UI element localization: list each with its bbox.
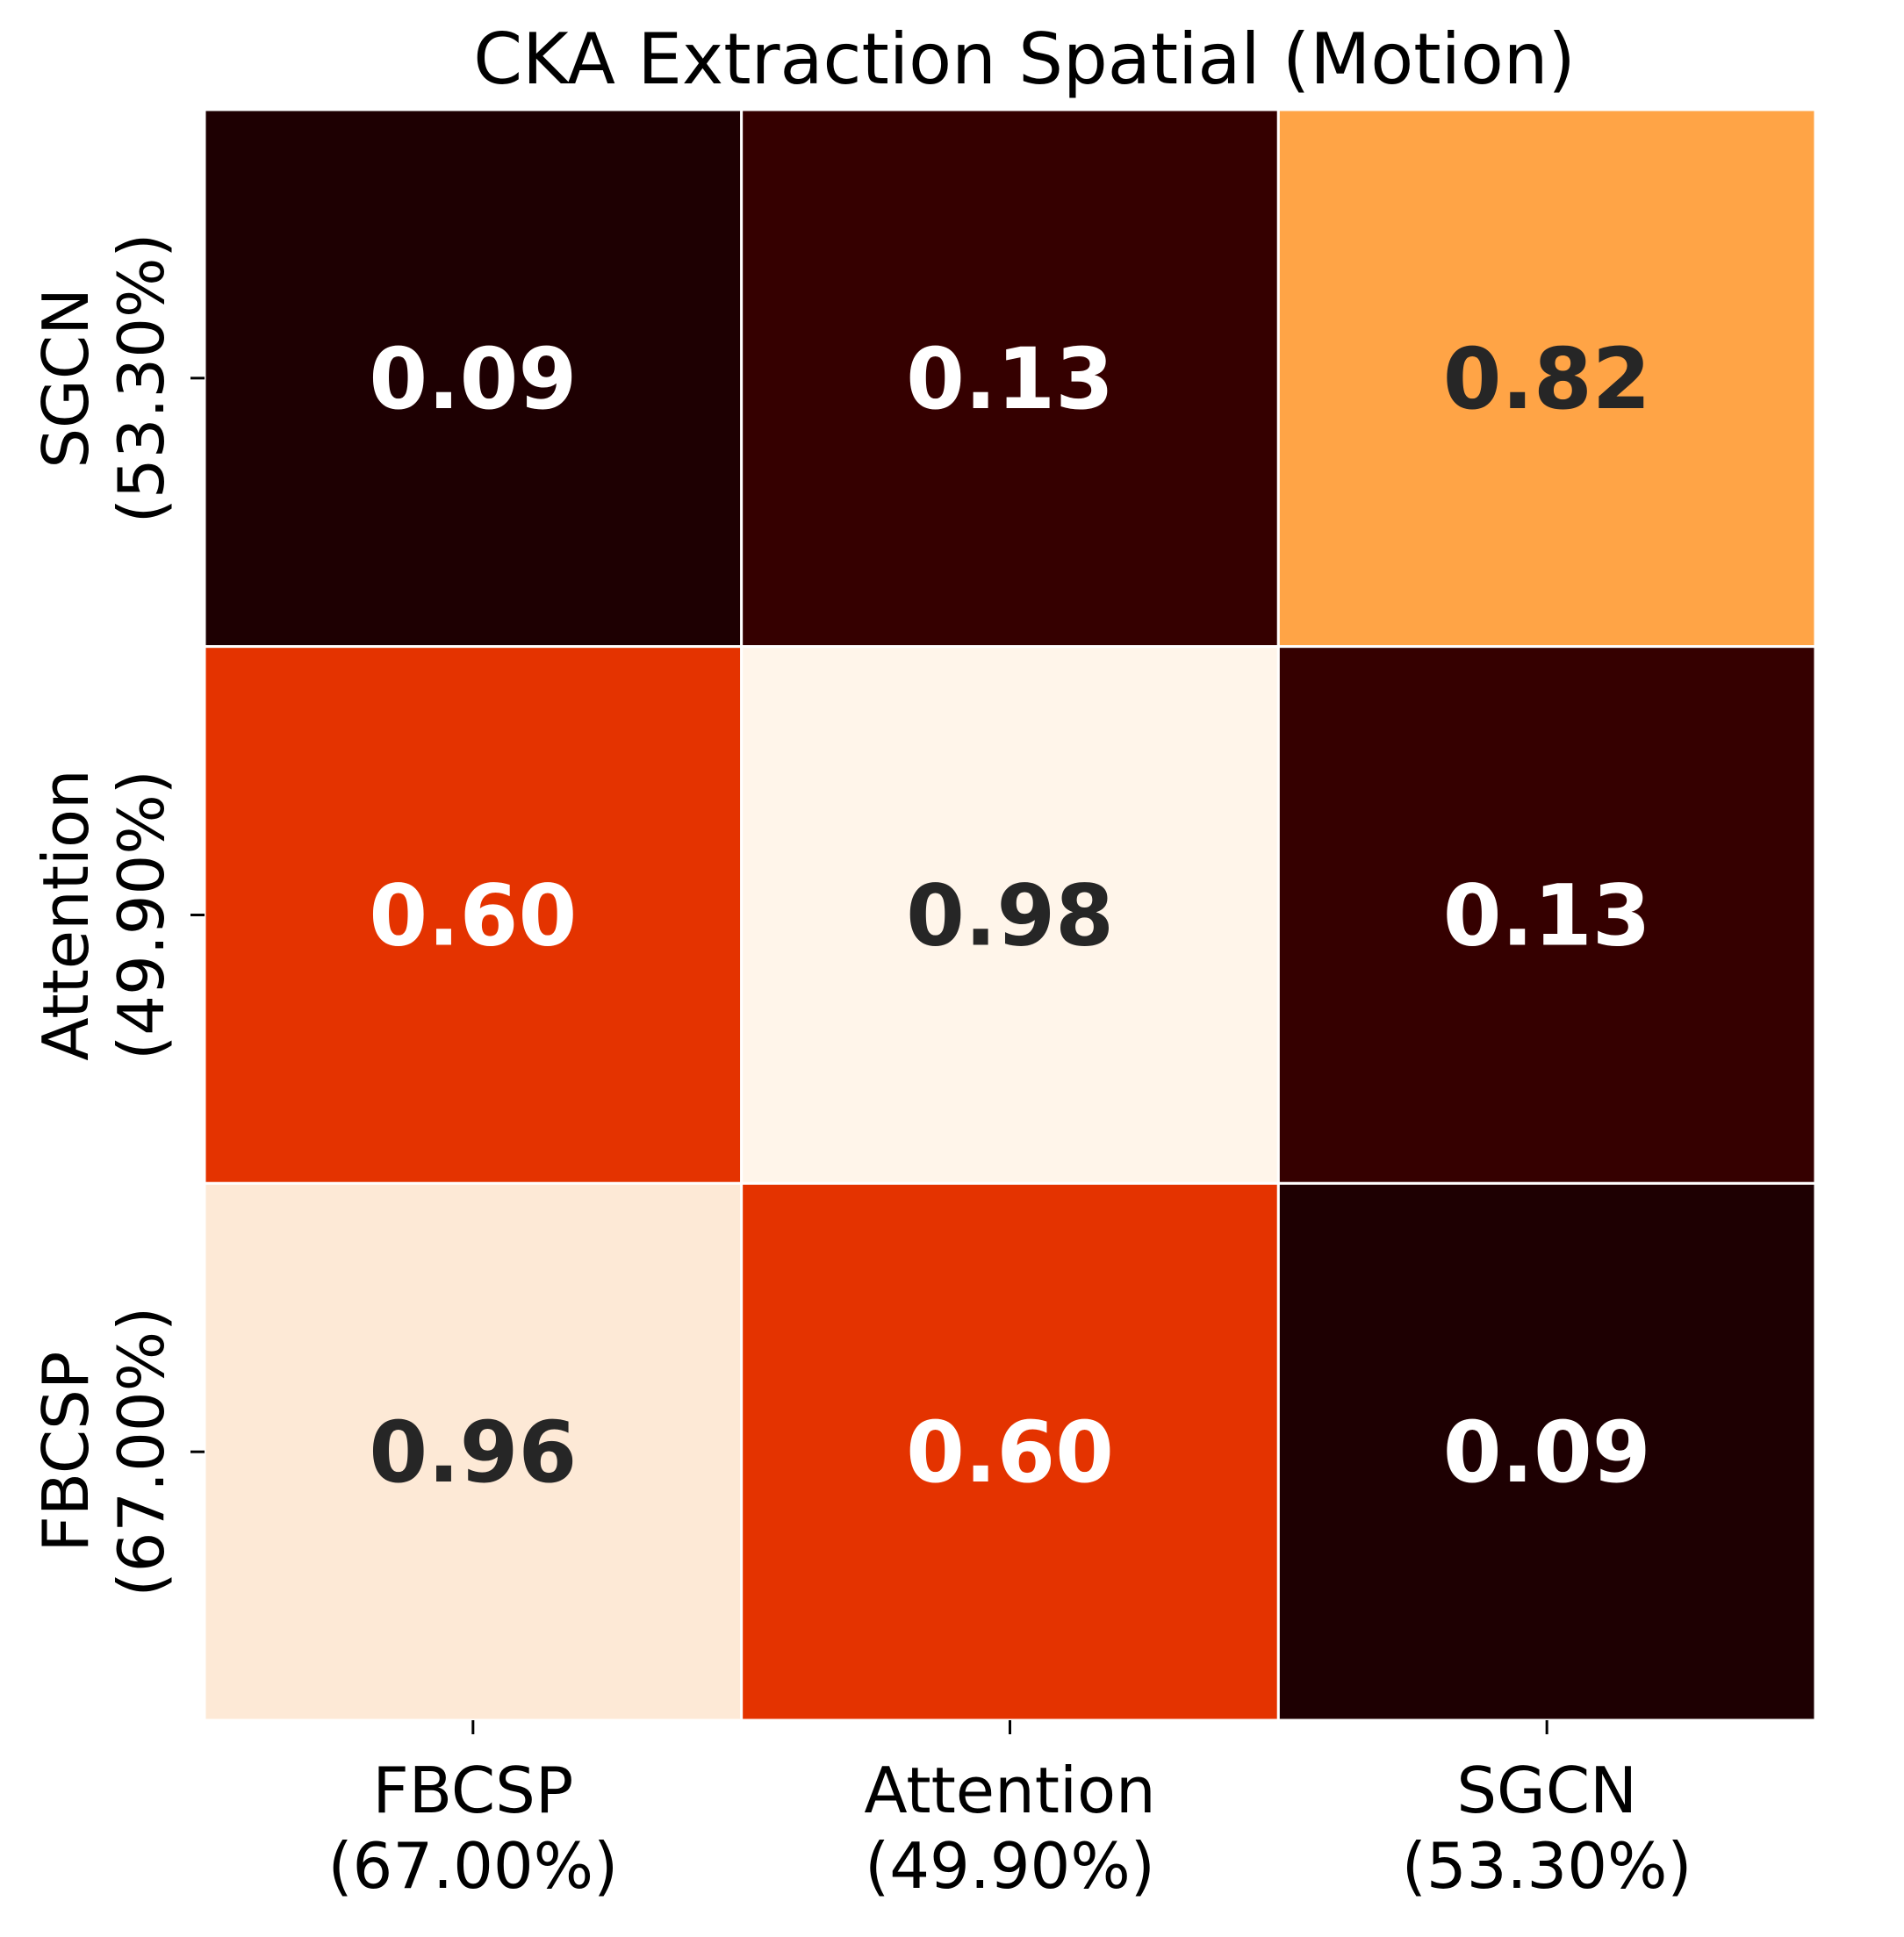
cell-value-label-r1-c1: 0.98 xyxy=(906,867,1114,965)
heatmap-cell-r0-c0 xyxy=(203,108,744,649)
cell-value-label-r2-c2: 0.09 xyxy=(1443,1403,1651,1502)
cell-value-label-r2-c1: 0.60 xyxy=(906,1403,1114,1502)
cell-value-label-r1-c2: 0.13 xyxy=(1443,867,1651,965)
heatmap-cell-r1-c0 xyxy=(203,645,744,1185)
x-tick-label-1: Attention (49.90%) xyxy=(864,1754,1155,1903)
heatmap-cell-r0-c2 xyxy=(1276,108,1817,649)
x-tick-label-0: FBCSP (67.00%) xyxy=(327,1754,618,1903)
y-axis: SGCN(53.30%) Attention(49.90%) FBCSP(67.00… xyxy=(29,233,205,1597)
y-tick-label-2: FBCSP(67.00%) xyxy=(29,1307,178,1597)
x-tick-label-2: SGCN (53.30%) xyxy=(1402,1754,1692,1903)
heatmap-cell-r1-c1 xyxy=(740,645,1280,1185)
heatmap-cells: 0.09 0.13 0.82 0.60 0.98 0.13 0.96 0.60 0.09 xyxy=(203,108,1817,1722)
heatmap-cell-r1-c2 xyxy=(1276,645,1817,1185)
x-axis: FBCSP (67.00%) Attention (49.90%) SGCN (53.30… xyxy=(327,1720,1692,1903)
y-tick-label-0: SGCN(53.30%) xyxy=(29,233,178,523)
cell-value-label-r0-c0: 0.09 xyxy=(369,330,577,428)
cell-value-label-r1-c0: 0.60 xyxy=(369,867,577,965)
heatmap-cell-r2-c0 xyxy=(203,1181,744,1722)
heatmap-cell-r0-c1 xyxy=(740,108,1280,649)
chart-title: CKA Extraction Spatial (Motion) xyxy=(473,18,1575,100)
cell-value-label-r0-c2: 0.82 xyxy=(1443,330,1651,428)
y-tick-label-1: Attention(49.90%) xyxy=(29,769,178,1060)
cell-value-label-r2-c0: 0.96 xyxy=(369,1403,577,1502)
heatmap-cell-r2-c1 xyxy=(740,1181,1280,1722)
cell-value-label-r0-c1: 0.13 xyxy=(906,330,1114,428)
